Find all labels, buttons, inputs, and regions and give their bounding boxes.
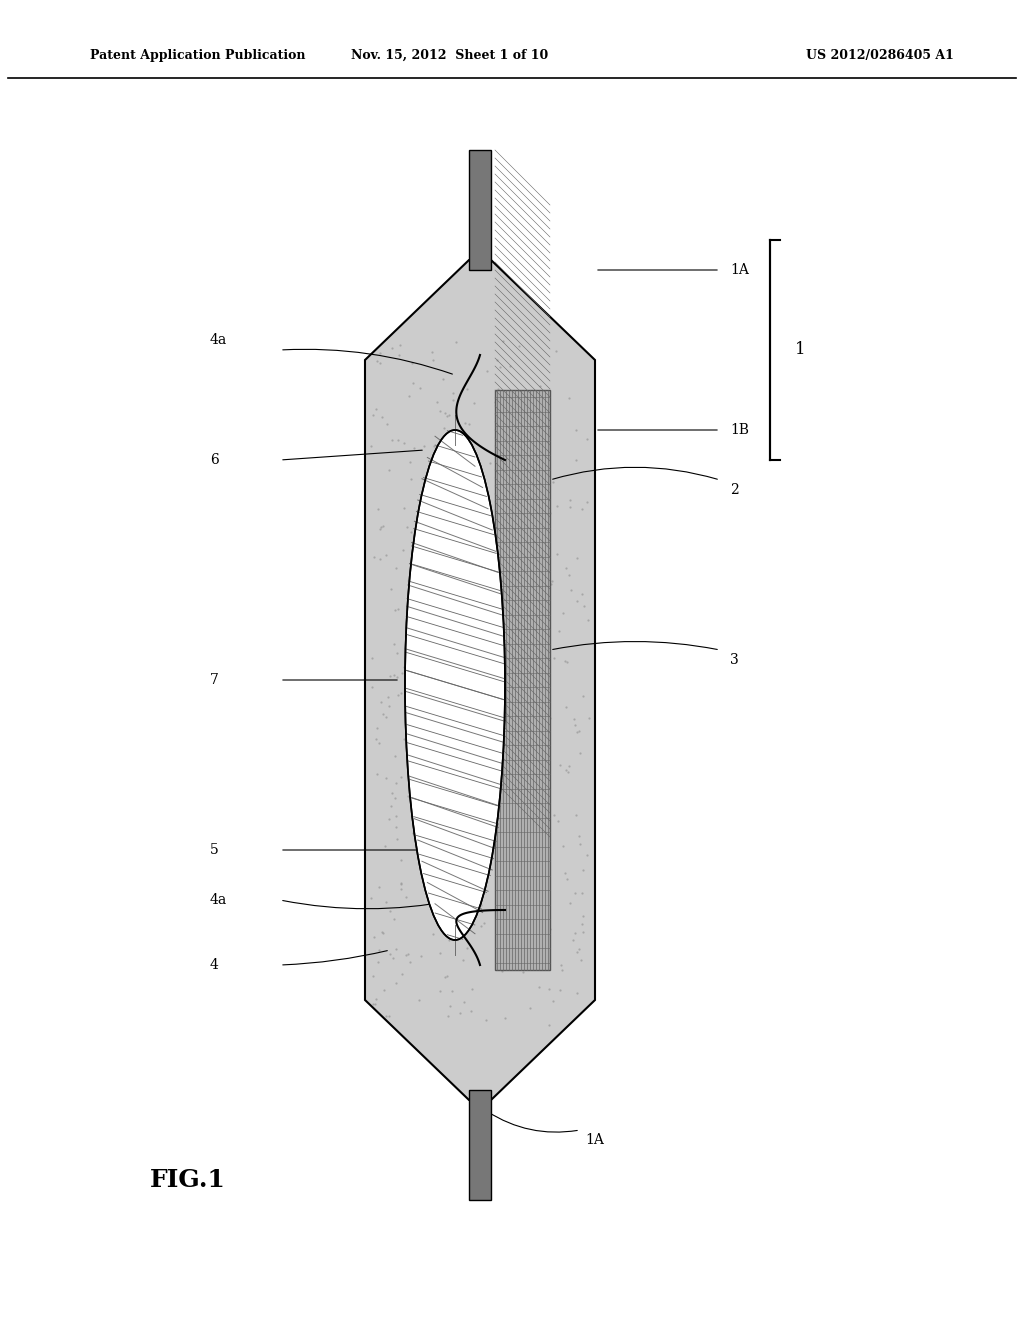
Text: 1A: 1A — [730, 263, 749, 277]
Text: 3: 3 — [730, 653, 738, 667]
Text: 1A: 1A — [585, 1133, 604, 1147]
Text: 1: 1 — [795, 342, 806, 359]
Bar — [469, 150, 490, 271]
Text: 5: 5 — [210, 843, 219, 857]
Text: Patent Application Publication: Patent Application Publication — [90, 49, 305, 62]
Ellipse shape — [406, 430, 505, 940]
Text: 4a: 4a — [210, 333, 227, 347]
Text: 1B: 1B — [730, 422, 749, 437]
Bar — [469, 1090, 490, 1200]
Polygon shape — [365, 260, 595, 1100]
Text: 4a: 4a — [210, 894, 227, 907]
Bar — [495, 389, 550, 970]
Text: FIG.1: FIG.1 — [150, 1168, 226, 1192]
Text: 6: 6 — [210, 453, 219, 467]
Text: US 2012/0286405 A1: US 2012/0286405 A1 — [806, 49, 954, 62]
Text: Nov. 15, 2012  Sheet 1 of 10: Nov. 15, 2012 Sheet 1 of 10 — [351, 49, 549, 62]
Text: 4: 4 — [210, 958, 219, 972]
Text: 2: 2 — [730, 483, 738, 498]
Text: 7: 7 — [210, 673, 219, 686]
